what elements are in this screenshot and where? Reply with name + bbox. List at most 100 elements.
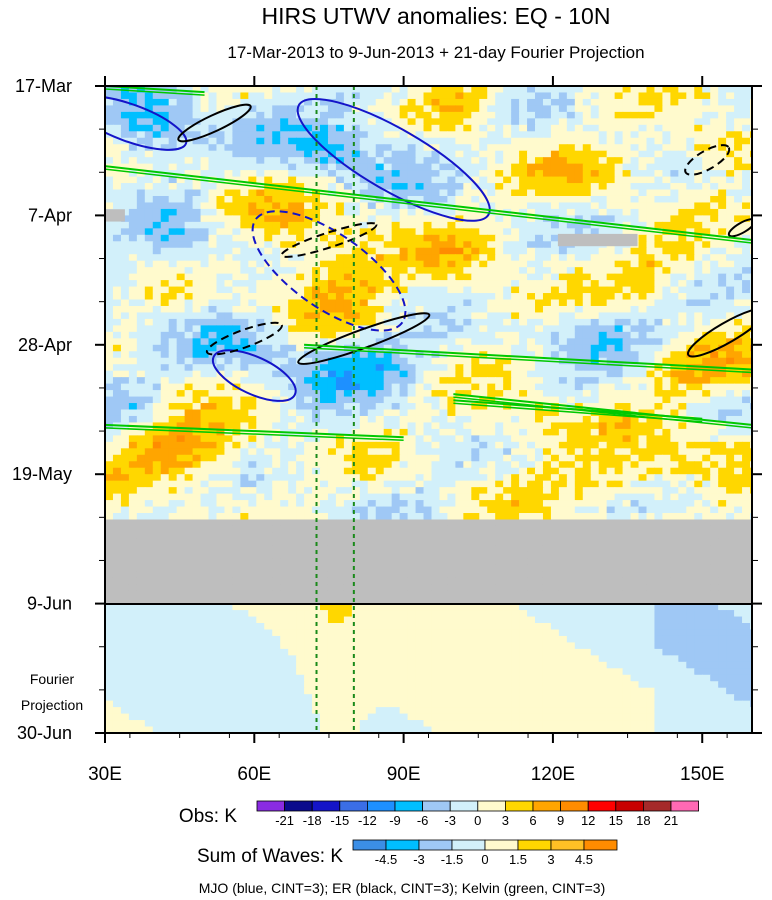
field-cell — [136, 293, 146, 301]
field-cell — [304, 105, 313, 113]
field-cell — [296, 293, 305, 301]
field-cell — [734, 435, 743, 443]
field-cell — [550, 467, 560, 475]
field-cell — [304, 260, 313, 268]
field-cell — [487, 131, 496, 139]
field-cell — [694, 176, 703, 184]
field-cell — [144, 208, 154, 216]
field-cell — [248, 305, 257, 314]
field-cell — [574, 448, 584, 456]
field-cell — [519, 435, 528, 443]
field-cell — [431, 86, 441, 94]
field-cell — [630, 364, 640, 372]
field-cell — [415, 124, 425, 132]
field-cell — [702, 98, 711, 107]
field-cell — [590, 260, 600, 268]
field-cell — [630, 403, 640, 411]
field-cell — [375, 189, 385, 197]
field-cell — [630, 280, 640, 288]
field-cell — [248, 331, 257, 339]
field-cell — [734, 293, 743, 301]
field-cell — [208, 241, 218, 249]
field-cell — [439, 364, 449, 372]
field-cell — [702, 124, 711, 132]
field-cell — [566, 260, 576, 268]
field-cell — [280, 383, 289, 391]
field-cell — [304, 286, 313, 294]
field-cell — [232, 422, 241, 430]
field-cell — [399, 254, 409, 262]
field-cell — [335, 183, 345, 191]
field-cell — [542, 351, 552, 359]
field-cell — [527, 441, 536, 449]
field-cell — [574, 390, 584, 398]
field-cell — [558, 273, 568, 281]
field-cell — [511, 254, 520, 262]
field-cell — [455, 403, 464, 411]
field-cell — [702, 254, 711, 262]
field-cell — [726, 293, 735, 301]
field-cell — [742, 183, 751, 191]
field-cell — [232, 370, 241, 378]
field-cell — [503, 286, 512, 294]
field-cell — [256, 254, 265, 262]
field-cell — [192, 448, 202, 456]
field-cell — [463, 409, 472, 417]
field-cell — [455, 267, 464, 275]
field-cell — [431, 98, 441, 107]
field-cell — [614, 144, 624, 152]
field-cell — [670, 241, 679, 249]
field-cell — [367, 170, 377, 178]
field-cell — [535, 118, 544, 126]
field-cell — [264, 254, 273, 262]
field-cell — [710, 293, 719, 301]
field-cell — [574, 441, 584, 449]
field-cell — [606, 448, 616, 456]
field-cell — [638, 461, 648, 469]
field-cell — [327, 325, 337, 333]
field-cell — [335, 170, 345, 178]
field-cell — [383, 157, 393, 165]
field-cell — [710, 241, 719, 249]
field-cell — [598, 118, 608, 126]
field-cell — [447, 299, 456, 307]
field-cell — [399, 189, 409, 197]
field-cell — [479, 370, 488, 378]
field-cell — [558, 441, 568, 449]
field-cell — [383, 163, 393, 171]
field-cell — [160, 331, 170, 339]
field-cell — [144, 318, 154, 326]
field-cell — [598, 286, 608, 294]
field-cell — [351, 293, 361, 301]
field-cell — [542, 364, 552, 372]
field-cell — [327, 157, 337, 165]
field-cell — [168, 318, 178, 326]
field-cell — [272, 267, 281, 275]
field-cell — [192, 267, 202, 275]
field-cell — [447, 390, 456, 398]
field-cell — [248, 409, 257, 417]
field-cell — [590, 111, 600, 119]
field-cell — [312, 454, 321, 462]
field-cell — [558, 208, 568, 216]
field-cell — [120, 228, 130, 236]
field-cell — [112, 351, 122, 359]
field-cell — [646, 157, 656, 165]
field-cell — [439, 448, 449, 456]
field-cell — [288, 415, 297, 424]
field-cell — [144, 461, 154, 469]
field-cell — [399, 351, 409, 359]
field-cell — [527, 435, 536, 443]
field-cell — [678, 189, 687, 197]
field-cell — [168, 351, 178, 359]
field-cell — [296, 260, 305, 268]
field-cell — [503, 144, 512, 152]
field-cell — [718, 260, 727, 268]
field-cell — [367, 163, 377, 171]
field-cell — [367, 241, 377, 249]
field-cell — [598, 170, 608, 178]
field-cell — [495, 293, 504, 301]
field-cell — [511, 241, 520, 249]
field-cell — [511, 118, 520, 126]
field-cell — [248, 215, 257, 223]
